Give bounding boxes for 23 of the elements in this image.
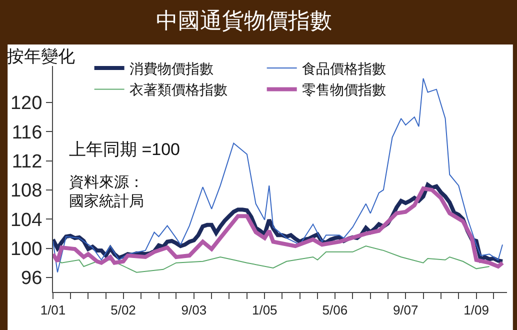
- annotation: 上年同期 =100: [69, 140, 180, 159]
- annotation: 資料來源：: [69, 173, 144, 191]
- annotation: 國家統計局: [69, 192, 144, 210]
- legend-label: 食品價格指數: [302, 60, 386, 76]
- x-tick-label: 9/07: [392, 302, 418, 318]
- y-tick-label: 116: [12, 122, 42, 144]
- legend-label: 消費物價指數: [129, 60, 214, 76]
- x-tick-label: 1/01: [40, 302, 66, 318]
- y-tick-label: 108: [10, 180, 42, 202]
- x-tick-label: 5/02: [110, 302, 136, 318]
- x-tick-label: 9/03: [181, 302, 207, 318]
- x-tick-label: 1/09: [464, 302, 489, 318]
- legend-label: 衣著類價格指數: [129, 82, 228, 98]
- x-tick-label: 1/05: [252, 302, 278, 318]
- y-tick-label: 120: [10, 93, 42, 114]
- y-tick-label: 112: [12, 151, 42, 172]
- legend-label: 零售物價指數: [302, 82, 386, 98]
- y-tick-label: 96: [21, 268, 42, 290]
- x-tick-label: 5/06: [322, 302, 348, 318]
- line-series: [53, 78, 504, 273]
- y-tick-label: 100: [10, 238, 42, 260]
- chart-title: 中國通貨物價指數: [156, 8, 332, 33]
- y-tick-label: 104: [10, 210, 43, 231]
